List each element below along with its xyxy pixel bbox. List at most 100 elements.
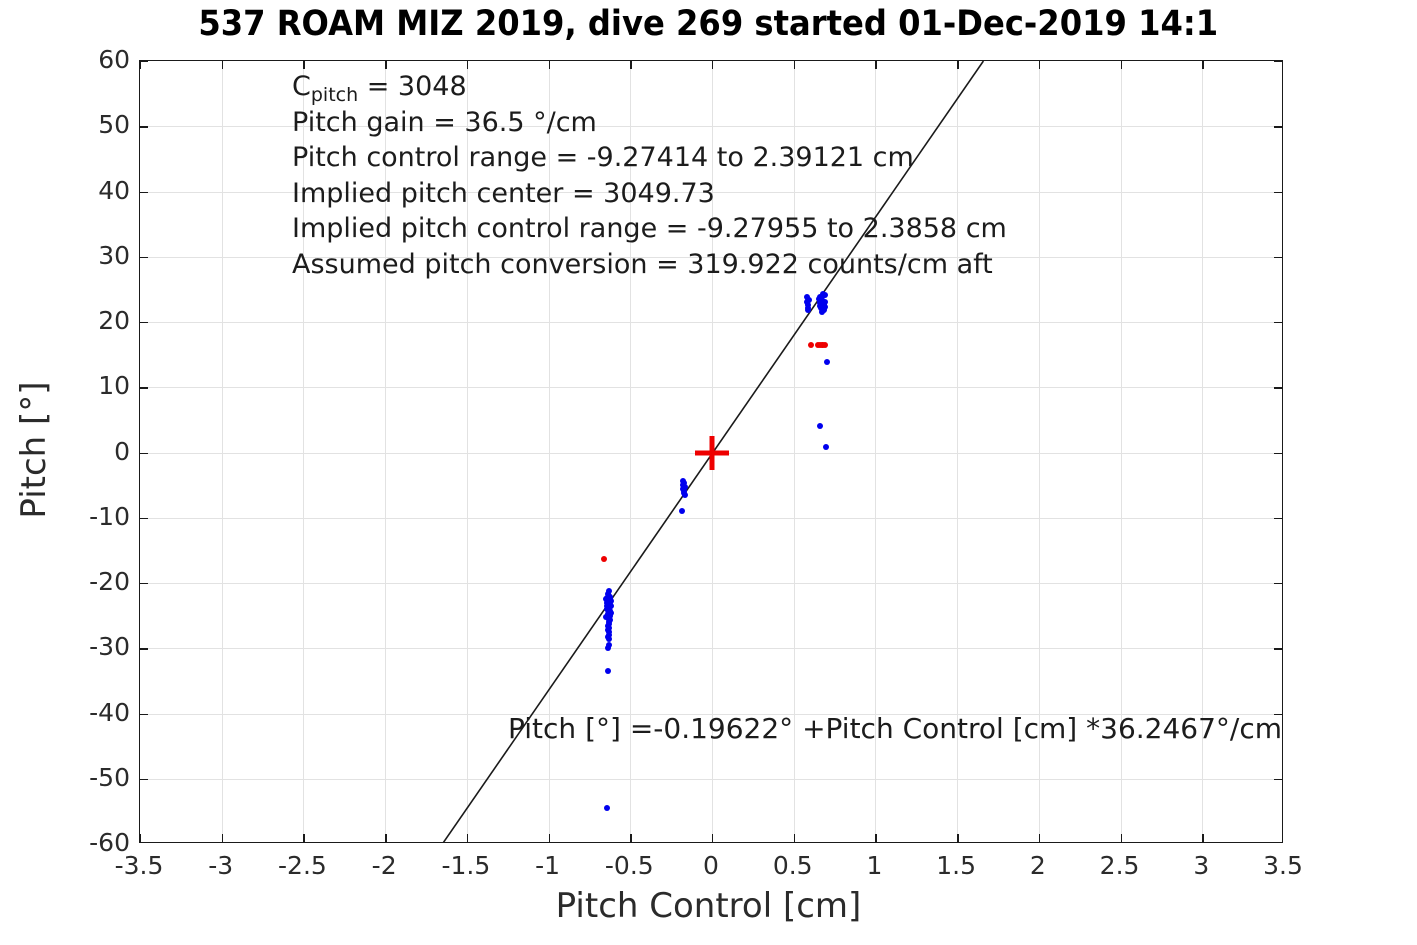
y-tick-mark <box>140 256 148 259</box>
gridline-horizontal <box>140 126 1282 128</box>
y-tick-mark <box>140 61 148 63</box>
y-tick-mark <box>140 191 148 193</box>
scatter-data-layer <box>140 61 1282 842</box>
x-tick-mark <box>548 61 550 69</box>
gridline-horizontal <box>140 778 1282 780</box>
data-point-accepted <box>603 595 610 602</box>
x-tick-mark <box>140 61 142 69</box>
y-tick-mark <box>140 452 148 454</box>
x-tick-mark <box>630 61 632 69</box>
figure-title: 537 ROAM MIZ 2019, dive 269 started 01-D… <box>0 2 1417 46</box>
y-tick-mark <box>140 322 148 324</box>
data-point-accepted <box>816 423 823 430</box>
data-point-accepted <box>605 645 612 652</box>
y-tick-mark <box>1274 256 1282 259</box>
x-tick-label: 2.5 <box>1099 851 1140 880</box>
data-point-accepted <box>605 636 612 643</box>
data-point-accepted <box>603 606 610 613</box>
x-tick-mark <box>630 834 632 842</box>
x-tick-label: 3 <box>1193 851 1210 880</box>
y-tick-mark <box>1274 778 1282 781</box>
y-tick-label: -60 <box>89 828 130 857</box>
data-point-accepted <box>604 599 611 606</box>
x-tick-mark <box>466 61 469 69</box>
data-point-accepted <box>605 641 612 648</box>
data-point-accepted <box>605 587 612 594</box>
gridline-vertical <box>793 61 795 842</box>
data-point-accepted <box>804 294 811 301</box>
x-tick-label: -1.5 <box>441 851 491 880</box>
x-tick-label: 1 <box>866 851 883 880</box>
x-tick-mark <box>221 61 224 69</box>
y-tick-label: 0 <box>114 436 130 466</box>
gridline-vertical <box>1038 61 1040 842</box>
gridline-vertical <box>630 61 632 842</box>
y-tick-label: 40 <box>98 175 130 205</box>
gridline-vertical <box>1202 61 1204 842</box>
gridline-vertical <box>875 61 877 842</box>
y-tick-mark <box>140 583 148 585</box>
x-tick-label: 3.5 <box>1263 851 1303 880</box>
x-tick-mark <box>1202 834 1204 842</box>
data-point-accepted <box>604 668 611 675</box>
y-tick-label: -10 <box>89 501 130 531</box>
data-point-accepted <box>824 359 831 366</box>
data-point-accepted <box>608 598 614 605</box>
data-point-accepted <box>806 296 813 303</box>
data-point-accepted <box>816 296 823 303</box>
x-tick-mark <box>303 834 305 842</box>
x-tick-mark <box>957 834 959 842</box>
y-tick-label: 30 <box>98 240 130 270</box>
y-tick-mark <box>1274 322 1282 324</box>
data-point-accepted <box>816 302 823 309</box>
x-tick-mark <box>140 834 142 842</box>
y-tick-mark <box>1274 452 1282 454</box>
data-point-accepted <box>604 805 611 812</box>
y-tick-label: -50 <box>89 762 130 792</box>
gridline-horizontal <box>140 648 1282 650</box>
y-tick-label: 20 <box>98 306 130 335</box>
y-tick-mark <box>140 778 148 781</box>
gridline-vertical <box>303 61 305 842</box>
y-tick-label: 50 <box>98 110 130 140</box>
data-point-accepted <box>679 477 686 484</box>
gridline-vertical <box>466 61 468 842</box>
x-tick-label: -2 <box>371 851 397 880</box>
y-tick-mark <box>140 126 148 128</box>
x-tick-label: -0.5 <box>604 851 654 880</box>
data-point-accepted <box>821 292 828 299</box>
y-tick-mark <box>1274 648 1282 650</box>
y-tick-mark <box>1274 517 1282 520</box>
x-tick-label: 0.5 <box>772 851 813 880</box>
gridline-vertical <box>548 61 550 842</box>
x-tick-mark <box>875 61 877 69</box>
x-tick-mark <box>385 834 387 842</box>
center-cross-vertical <box>709 435 715 470</box>
y-tick-mark <box>1274 713 1282 715</box>
y-tick-mark <box>140 648 148 650</box>
gridline-vertical <box>957 61 959 842</box>
data-point-accepted <box>678 508 685 515</box>
x-tick-mark <box>793 61 796 69</box>
data-point-accepted <box>822 298 829 305</box>
data-point-accepted <box>603 613 610 620</box>
x-tick-mark <box>221 834 224 842</box>
gridline-horizontal <box>140 256 1282 258</box>
x-tick-label: -2.5 <box>278 851 327 880</box>
y-tick-mark <box>1274 583 1282 585</box>
y-tick-label: -20 <box>89 567 130 596</box>
x-tick-mark <box>1202 61 1204 69</box>
figure-title-text: 537 ROAM MIZ 2019, dive 269 started 01-D… <box>198 4 1219 44</box>
y-tick-mark <box>140 387 148 389</box>
gridline-horizontal <box>140 583 1282 584</box>
x-tick-label: 1.5 <box>936 851 977 880</box>
y-tick-label: -40 <box>89 697 130 727</box>
x-tick-mark <box>466 834 469 842</box>
data-point-accepted <box>823 444 830 451</box>
y-tick-mark <box>1274 387 1282 389</box>
x-tick-mark <box>548 834 550 842</box>
data-point-accepted <box>606 593 613 600</box>
x-tick-label: 0 <box>703 851 719 880</box>
y-tick-label: -30 <box>89 632 130 662</box>
x-tick-mark <box>793 834 796 842</box>
